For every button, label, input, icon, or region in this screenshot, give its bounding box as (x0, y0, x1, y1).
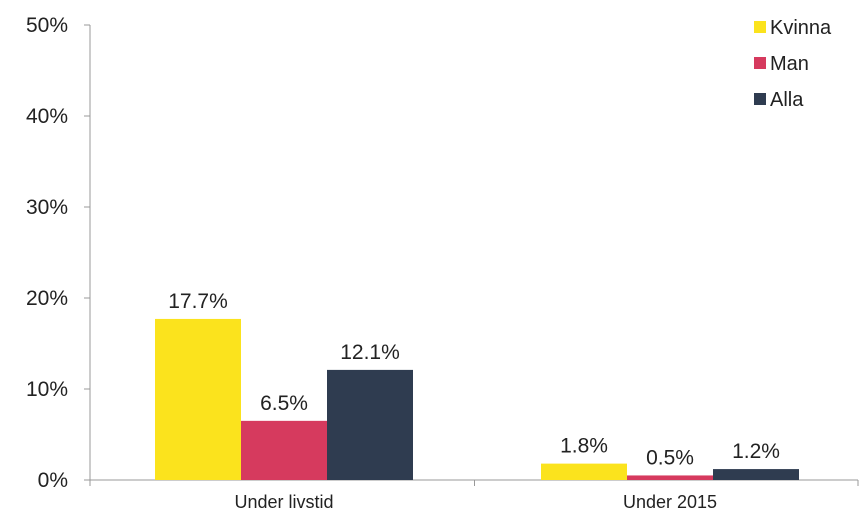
y-tick-label: 10% (26, 378, 68, 401)
y-tick-label: 40% (26, 105, 68, 128)
y-tick-label: 0% (38, 469, 68, 492)
bar-kvinna-0 (155, 318, 241, 480)
x-category-label: Under livstid (234, 492, 333, 512)
bar-man-1 (627, 475, 713, 480)
data-label: 0.5% (646, 446, 694, 469)
bar-man-0 (241, 420, 327, 480)
legend-label-kvinna: Kvinna (770, 17, 832, 39)
bars (155, 318, 799, 480)
legend: Kvinna Man Alla (754, 17, 832, 111)
y-tick-label: 50% (26, 14, 68, 37)
data-label: 17.7% (168, 290, 228, 313)
y-tick-label: 20% (26, 287, 68, 310)
bar-alla-0 (327, 369, 413, 480)
legend-swatch-alla (754, 93, 766, 105)
bar-kvinna-1 (541, 463, 627, 480)
y-tick-label: 30% (26, 196, 68, 219)
data-label: 1.8% (560, 435, 608, 458)
legend-label-man: Man (770, 53, 809, 75)
legend-swatch-man (754, 57, 766, 69)
data-label: 1.2% (732, 440, 780, 463)
data-label: 6.5% (260, 392, 308, 415)
legend-swatch-kvinna (754, 21, 766, 33)
axes: 0% 10% 20% 30% 40% 50% Under livstid Under 2015 (26, 14, 859, 512)
legend-label-alla: Alla (770, 89, 804, 111)
data-labels: 17.7% 6.5% 12.1% 1.8% 0.5% 1.2% (168, 290, 780, 470)
x-category-label: Under 2015 (623, 492, 717, 512)
data-label: 12.1% (340, 341, 400, 364)
bar-alla-1 (713, 469, 799, 480)
